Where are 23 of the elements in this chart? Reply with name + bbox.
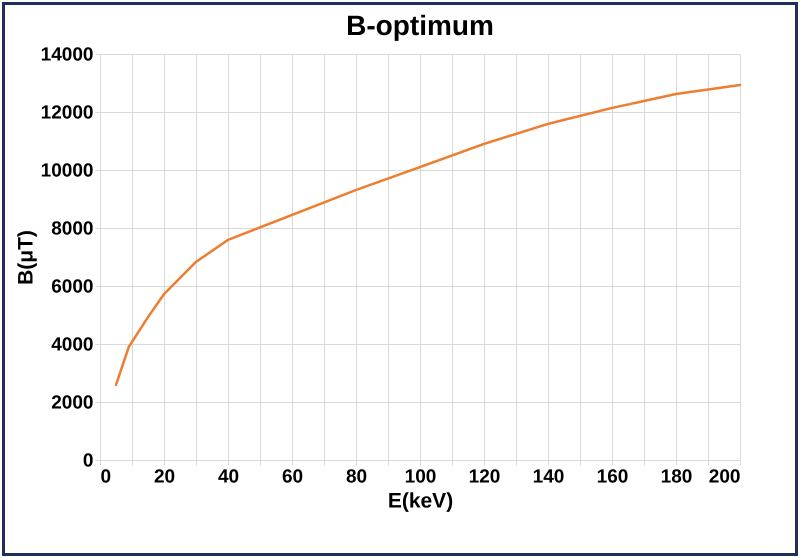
x-tick-label: 60 <box>282 466 304 488</box>
x-axis-title: E(keV) <box>388 490 454 512</box>
y-tick-label: 6000 <box>51 276 94 298</box>
y-tick-label: 2000 <box>51 392 94 414</box>
x-tick-label: 40 <box>218 466 240 488</box>
x-tick-label: 20 <box>154 466 176 488</box>
chart-title: B-optimum <box>346 10 494 41</box>
y-tick-label: 12000 <box>40 102 94 124</box>
x-tick-label: 0 <box>100 466 112 488</box>
x-tick-label: 200 <box>708 466 740 488</box>
x-tick-label: 120 <box>468 466 500 488</box>
y-tick-label: 14000 <box>40 44 94 66</box>
y-tick-label: 4000 <box>51 334 94 356</box>
line-series <box>114 84 742 386</box>
x-tick-label: 140 <box>532 466 564 488</box>
x-tick-label: 100 <box>404 466 436 488</box>
x-tick-label: 180 <box>660 466 692 488</box>
y-tick-label: 8000 <box>51 218 94 240</box>
x-tick-label: 80 <box>346 466 368 488</box>
y-axis-title: B(μT) <box>14 230 38 285</box>
x-tick-label: 160 <box>596 466 628 488</box>
y-tick-label: 10000 <box>40 160 94 182</box>
y-tick-label: 0 <box>82 450 94 472</box>
